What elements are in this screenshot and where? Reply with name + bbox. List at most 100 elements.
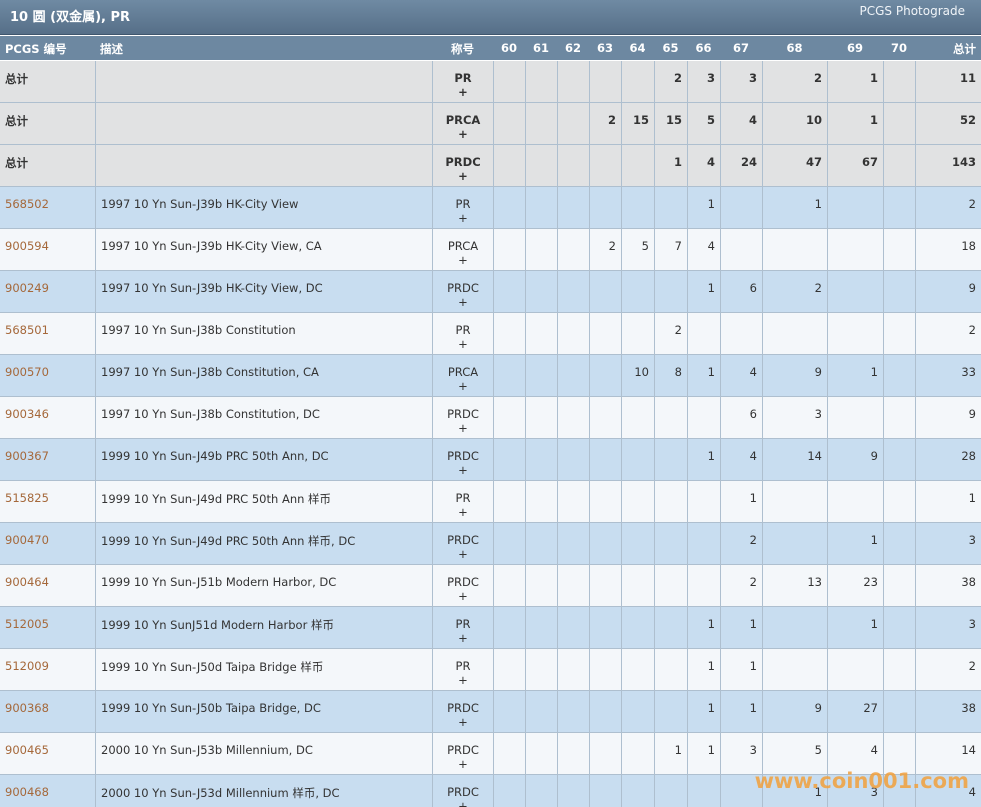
pcgs-number[interactable]: 568501 <box>5 323 49 337</box>
column-header: 67 <box>732 41 749 55</box>
summary-row: 总计 PRDC +1 4 24 47 67 143 <box>0 145 981 187</box>
grade-count <box>493 397 525 439</box>
grade-count: 27 <box>827 691 883 733</box>
designation: PRDC + <box>432 775 493 807</box>
grade-count: 2 <box>589 103 621 145</box>
grade-count: 9 <box>762 691 827 733</box>
table-row: 512005 1999 10 Yn SunJ51d Modern Harbor 样… <box>0 607 981 649</box>
column-header: 68 <box>786 41 803 55</box>
grade-count <box>621 481 654 523</box>
grade-count <box>493 607 525 649</box>
grade-count <box>687 565 720 607</box>
designation-code: PRDC <box>447 407 479 421</box>
grade-count <box>589 649 621 691</box>
designation-plus: + <box>458 85 468 99</box>
grade-count <box>589 439 621 481</box>
pcgs-number[interactable]: 900570 <box>5 365 49 379</box>
table-row: 512009 1999 10 Yn Sun-J50d Taipa Bridge 样… <box>0 649 981 691</box>
table-row: 568502 1997 10 Yn Sun-J39b HK-City View PR… <box>0 187 981 229</box>
total: 11 <box>915 61 981 103</box>
grade-count <box>525 649 557 691</box>
column-header: 总计 <box>953 42 976 56</box>
designation-plus: + <box>458 673 468 687</box>
pcgs-number[interactable]: 900594 <box>5 239 49 253</box>
grade-count: 2 <box>762 271 827 313</box>
grade-count <box>621 397 654 439</box>
pcgs-number[interactable]: 900464 <box>5 575 49 589</box>
grade-count <box>525 439 557 481</box>
grade-count <box>883 397 915 439</box>
total: 3 <box>915 607 981 649</box>
grade-count <box>493 103 525 145</box>
designation: PRCA + <box>432 355 493 397</box>
grade-count <box>654 649 687 691</box>
grade-count <box>589 565 621 607</box>
designation: PR + <box>432 607 493 649</box>
grade-count <box>493 271 525 313</box>
grade-count: 9 <box>762 355 827 397</box>
grade-count <box>883 733 915 775</box>
total: 52 <box>915 103 981 145</box>
description: 1997 10 Yn Sun-J38b Constitution, CA <box>95 355 432 397</box>
grade-count <box>493 481 525 523</box>
designation: PRDC + <box>432 397 493 439</box>
pcgs-number[interactable]: 515825 <box>5 491 49 505</box>
grade-count <box>589 775 621 807</box>
grade-count <box>720 313 762 355</box>
designation-code: PRDC <box>447 785 479 799</box>
grade-count <box>883 439 915 481</box>
total: 4 <box>915 775 981 807</box>
pcgs-number[interactable]: 512009 <box>5 659 49 673</box>
grade-count <box>493 61 525 103</box>
grade-count <box>557 313 589 355</box>
grade-count: 1 <box>762 187 827 229</box>
column-header: 66 <box>695 41 712 55</box>
grade-count <box>621 691 654 733</box>
grade-count <box>493 523 525 565</box>
pcgs-number[interactable]: 900468 <box>5 785 49 799</box>
grade-count <box>654 775 687 807</box>
grade-count <box>883 775 915 807</box>
grade-count: 1 <box>827 523 883 565</box>
grade-count: 1 <box>720 691 762 733</box>
table-row: 900468 2000 10 Yn Sun-J53d Millennium 样币,… <box>0 775 981 807</box>
grade-count: 7 <box>654 229 687 271</box>
watermark: www.coin001.com <box>754 769 969 793</box>
grade-count <box>883 691 915 733</box>
designation-code: PRCA <box>447 365 479 379</box>
description: 1999 10 Yn Sun-J49d PRC 50th Ann 样币 <box>95 481 432 523</box>
pcgs-number[interactable]: 900367 <box>5 449 49 463</box>
grade-count <box>720 187 762 229</box>
grade-count: 1 <box>720 607 762 649</box>
grade-count <box>687 313 720 355</box>
pcgs-number[interactable]: 900368 <box>5 701 49 715</box>
pcgs-number[interactable]: 900470 <box>5 533 49 547</box>
grade-count <box>621 565 654 607</box>
designation-plus: + <box>458 799 468 807</box>
grade-count <box>621 187 654 229</box>
designation: PRDC + <box>432 733 493 775</box>
pcgs-number[interactable]: 900346 <box>5 407 49 421</box>
grade-count <box>525 607 557 649</box>
grade-count <box>621 649 654 691</box>
pcgs-number[interactable]: 568502 <box>5 197 49 211</box>
grade-count <box>493 565 525 607</box>
designation-code: PR <box>455 659 471 673</box>
designation-code: PRCA <box>445 113 481 127</box>
designation-plus: + <box>458 421 468 435</box>
grade-count <box>654 187 687 229</box>
description: 1999 10 Yn Sun-J49b PRC 50th Ann, DC <box>95 439 432 481</box>
title: 10 圆 (双金属), PR <box>10 10 131 25</box>
grade-count: 23 <box>827 565 883 607</box>
photograde-link[interactable]: PCGS Photograde <box>859 4 965 18</box>
pcgs-number[interactable]: 512005 <box>5 617 49 631</box>
pcgs-number[interactable]: 900465 <box>5 743 49 757</box>
pcgs-number[interactable]: 900249 <box>5 281 49 295</box>
grade-count <box>557 607 589 649</box>
grade-count <box>883 229 915 271</box>
grade-count: 1 <box>720 481 762 523</box>
designation-code: PRDC <box>445 155 481 169</box>
description <box>95 103 432 145</box>
total: 143 <box>915 145 981 187</box>
